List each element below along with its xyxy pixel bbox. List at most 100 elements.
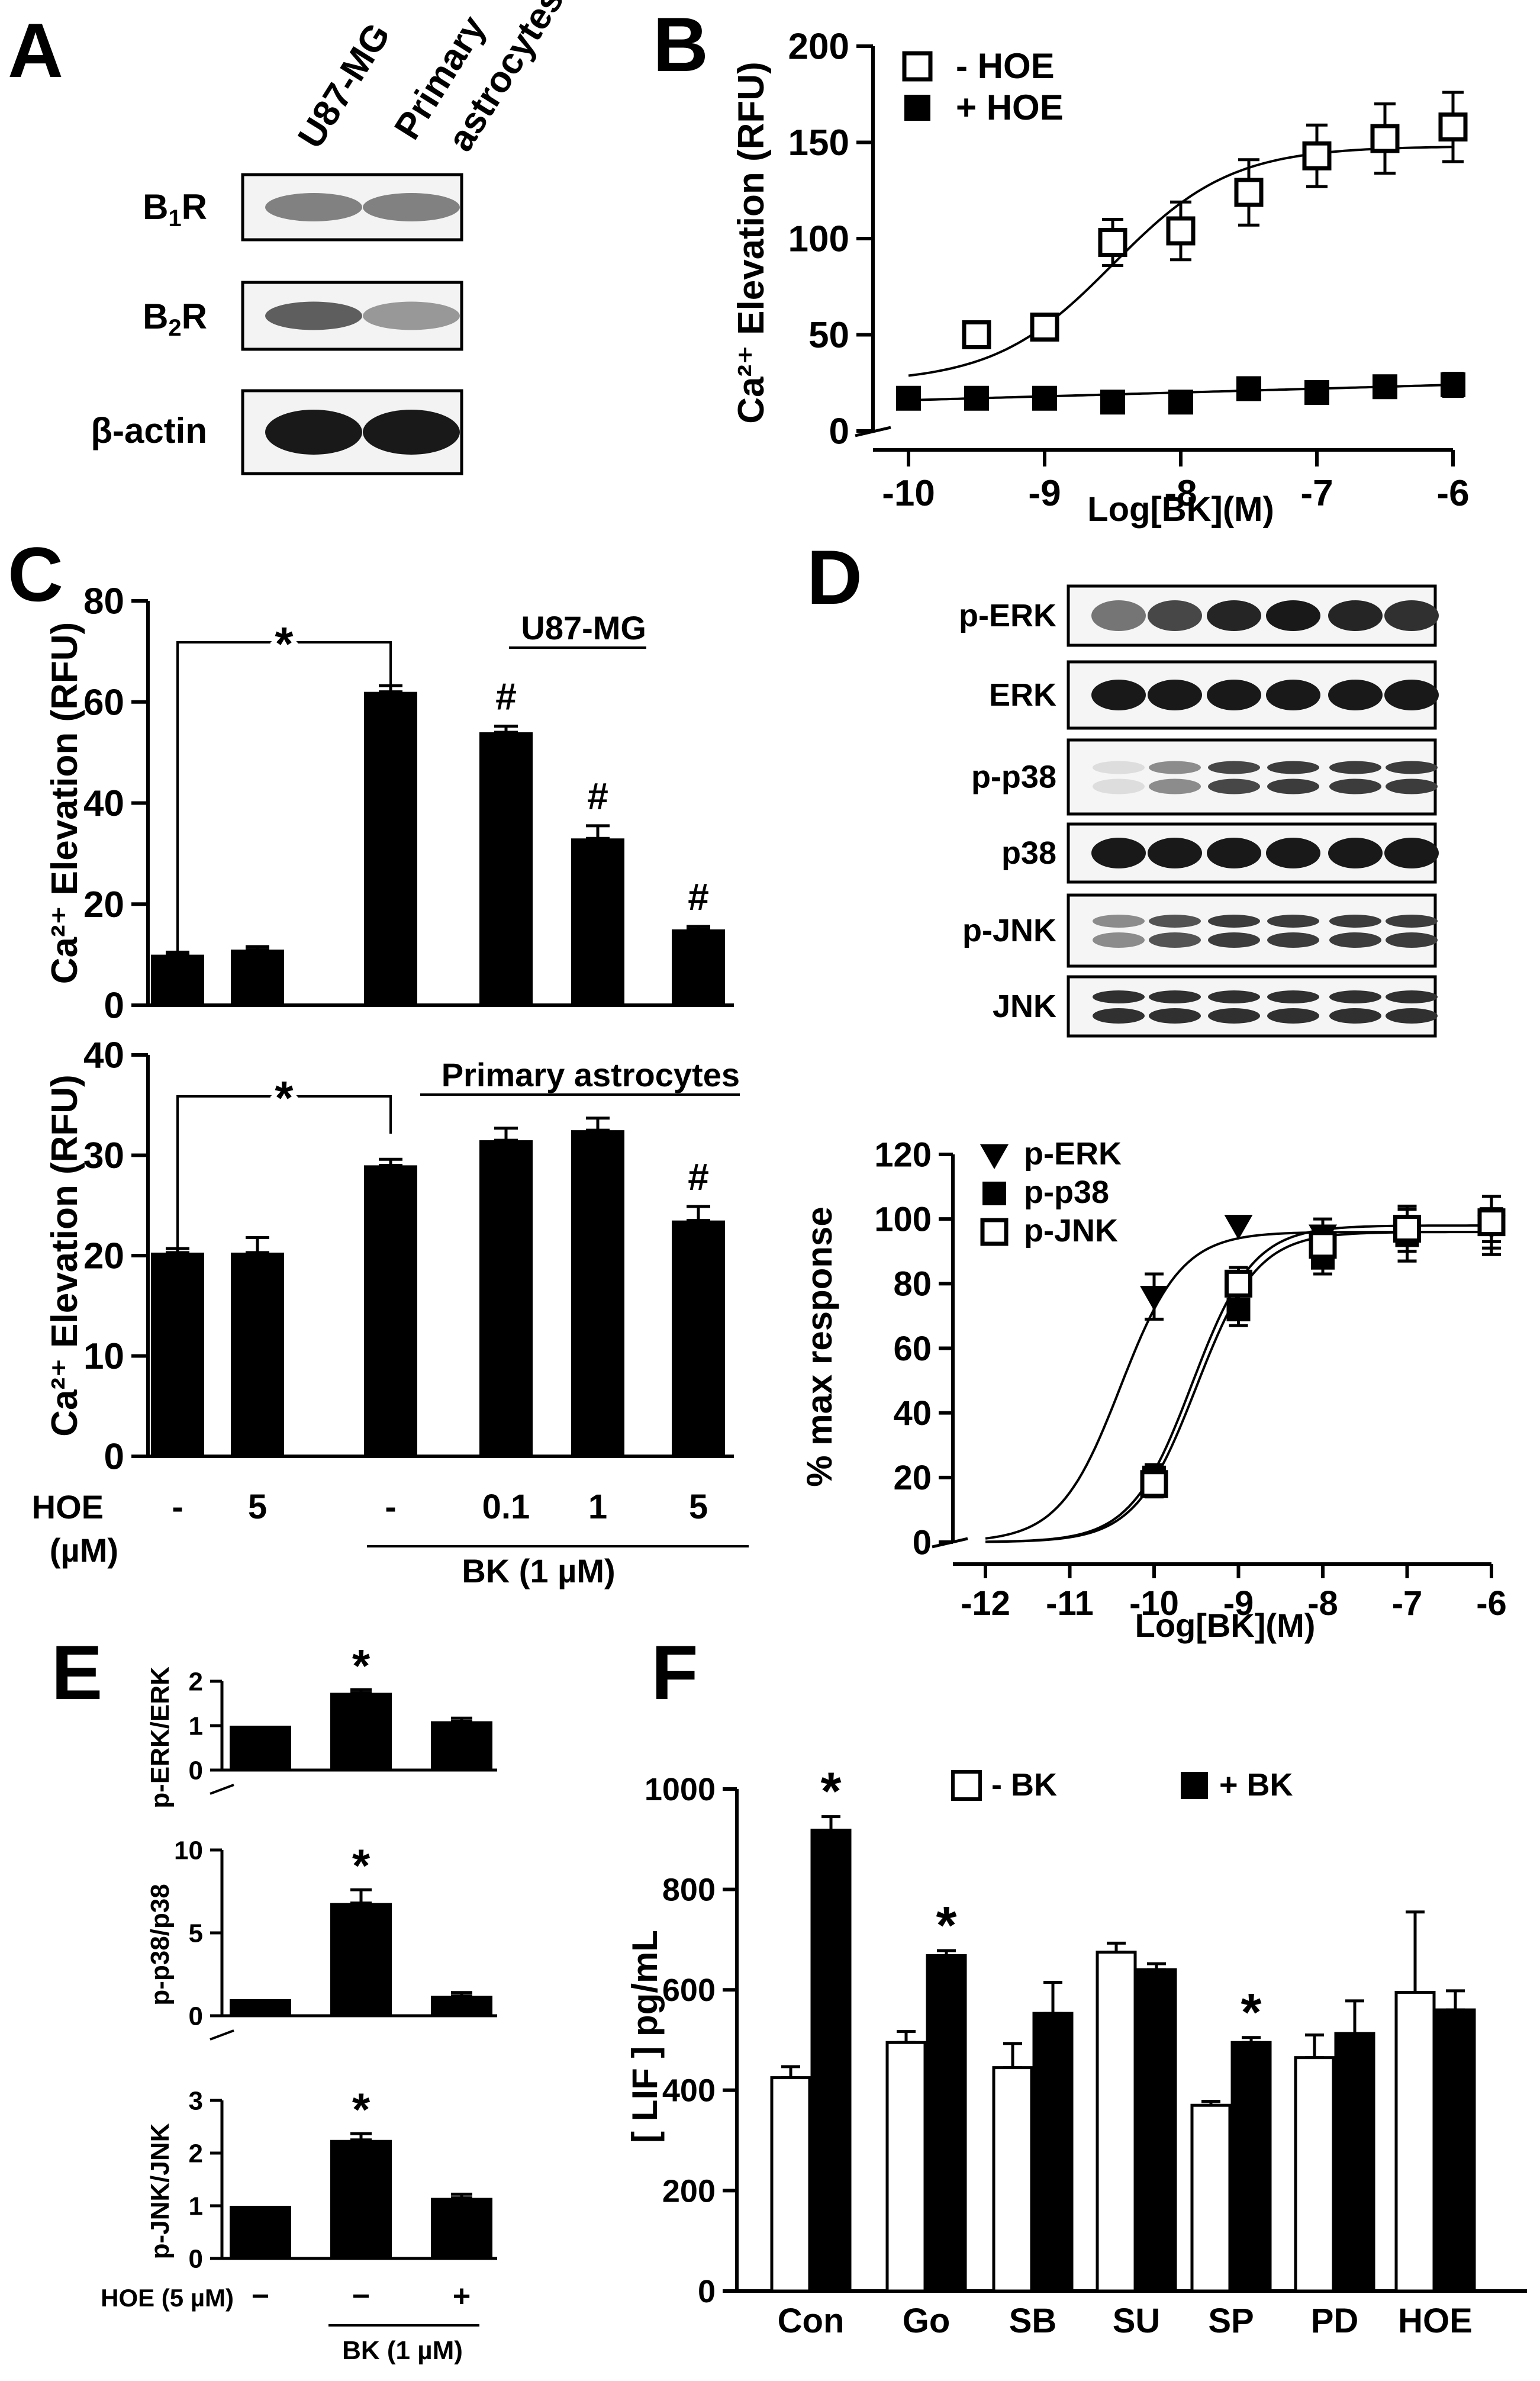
d-blot-band [1149, 778, 1201, 794]
c-top-bar [231, 950, 284, 1005]
f-y-tick-label: 800 [662, 1872, 716, 1908]
c-row-unit: (µM) [50, 1531, 118, 1569]
e3-y-tick-label: 0 [189, 2244, 203, 2273]
f-category-label: Con [778, 2302, 845, 2340]
d-blot-band [1148, 680, 1202, 710]
b-y-tick-label: 100 [788, 219, 849, 260]
d-x-tick-label: -11 [1046, 1584, 1094, 1623]
f-y-tick-label: 0 [698, 2274, 716, 2309]
b-y-tick-label: 0 [829, 411, 849, 452]
blot-label: B1R [143, 187, 207, 231]
d-blot-box [1067, 975, 1437, 1038]
d-blot-band [1267, 990, 1319, 1003]
c-bottom-bar [479, 1140, 533, 1456]
f-bar [1032, 2012, 1074, 2293]
e2-y-tick-label: 10 [174, 1836, 203, 1865]
c-bottom-hash-label: # [688, 1156, 709, 1198]
d-data-point [1226, 1298, 1251, 1321]
f-star: * [936, 1896, 956, 1955]
d-y-tick-label: 120 [874, 1135, 932, 1174]
d-blot-band [1384, 600, 1439, 631]
c-bottom-bar [571, 1130, 624, 1456]
e-bar [431, 2197, 492, 2258]
c-bottom-y-tick-label: 40 [83, 1035, 124, 1076]
f-bar [1190, 2103, 1232, 2293]
f-bar [1136, 1968, 1177, 2293]
blot-band [363, 301, 460, 330]
d-x-tick-label: -7 [1392, 1584, 1423, 1623]
d-blot-band [1328, 680, 1383, 710]
d-blot-band [1207, 680, 1261, 710]
cell-label: U87-MG [290, 16, 398, 155]
d-blot-band [1093, 915, 1145, 928]
d-blot-band [1329, 778, 1381, 794]
c-top-bar [571, 838, 624, 1005]
b-data-point [1370, 124, 1400, 153]
d-x-tick-label: -9 [1223, 1584, 1254, 1623]
d-blot-band [1091, 680, 1146, 710]
d-legend-marker [980, 1218, 1009, 1246]
blot-band [265, 301, 362, 330]
c-top-y-tick-label: 80 [83, 581, 124, 622]
d-blot-band [1266, 680, 1320, 710]
c-category-label: - [172, 1488, 183, 1526]
d-blot-band [1384, 838, 1439, 868]
b-x-tick-label: -6 [1436, 473, 1469, 514]
b-data-point [1234, 178, 1264, 207]
b-x-tick-label: -7 [1300, 473, 1333, 514]
e-star: * [352, 2083, 370, 2135]
b-data-point [1032, 385, 1057, 411]
c-top-y-tick-label: 0 [104, 986, 124, 1027]
c-top-hash-label: # [495, 675, 517, 718]
b-x-tick-label: -8 [1164, 473, 1197, 514]
d-blot-band [1149, 761, 1201, 774]
d-blot-box [1067, 738, 1437, 816]
f-category-label: Go [903, 2302, 951, 2340]
d-x-label: Log[BK](M) [1135, 1607, 1316, 1644]
e-category-label: + [453, 2279, 471, 2314]
c-bottom-y-tick-label: 30 [83, 1135, 124, 1176]
d-blot-band [1328, 600, 1383, 631]
c-bottom-bar [364, 1165, 417, 1456]
b-x-label: Log[BK](M) [1087, 490, 1274, 529]
d-y-tick-label: 100 [874, 1200, 932, 1238]
f-y-tick-label: 1000 [645, 1772, 716, 1807]
d-blot-band [1384, 680, 1439, 710]
b-y-tick-label: 50 [808, 315, 849, 356]
f-bar [992, 2066, 1033, 2293]
panel-letter-f: F [651, 1629, 698, 1716]
d-blot-band [1386, 761, 1438, 774]
e1-y-label: p-ERK/ERK [146, 1666, 175, 1809]
e-star: * [352, 1639, 370, 1691]
e-bar [431, 1996, 492, 2016]
d-legend-label: p-p38 [1024, 1175, 1109, 1210]
d-blot-band [1093, 990, 1145, 1003]
d-blot-band [1329, 915, 1381, 928]
d-y-tick-label: 60 [893, 1330, 932, 1368]
d-blot-band [1208, 761, 1260, 774]
d-blot-band [1386, 778, 1438, 794]
f-bar [885, 2041, 927, 2293]
e3-y-tick-label: 2 [189, 2139, 203, 2168]
f-bar [926, 1954, 967, 2293]
d-blot-band [1329, 1008, 1381, 1024]
d-x-tick-label: -6 [1476, 1584, 1507, 1623]
b-data-point [964, 385, 989, 411]
b-data-point [1438, 112, 1468, 141]
d-blot-band [1208, 778, 1260, 794]
c-top-hash-label: # [688, 876, 709, 918]
b-axis-break [855, 426, 891, 437]
d-legend-label: p-JNK [1024, 1213, 1118, 1249]
d-blot-band [1148, 600, 1202, 631]
blot-band [265, 193, 362, 221]
b-data-point [1236, 376, 1261, 401]
d-blot-band [1207, 600, 1261, 631]
d-data-point [1477, 1208, 1506, 1237]
panel-letter-e: E [51, 1629, 103, 1716]
d-blot-band [1386, 990, 1438, 1003]
f-category-label: SU [1113, 2302, 1161, 2340]
e-bar [330, 2139, 392, 2258]
panel-letter-b: B [653, 1, 708, 88]
e-bar [230, 1999, 291, 2016]
